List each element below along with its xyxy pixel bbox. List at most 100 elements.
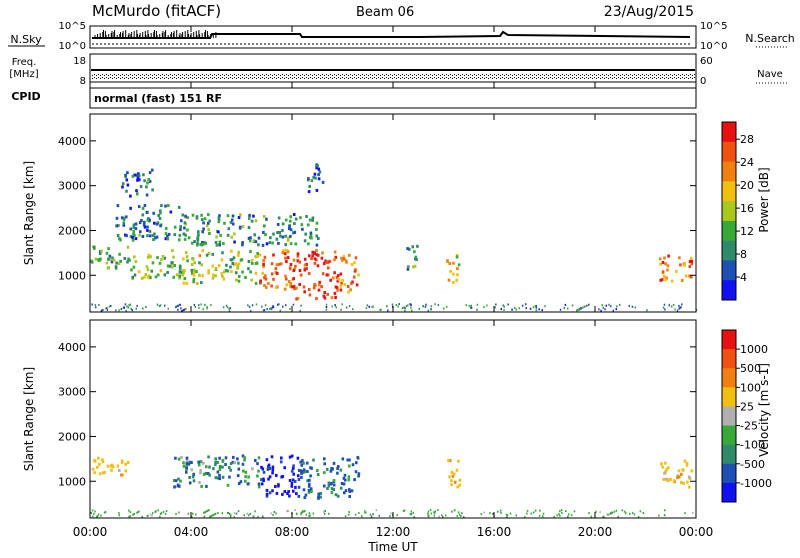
- x-tick-label: 00:00: [73, 525, 108, 539]
- echo-cell: [448, 262, 451, 265]
- echo-cell: [125, 309, 127, 312]
- echo-cell: [294, 264, 297, 268]
- echo-cell: [511, 308, 513, 311]
- echo-cell: [300, 513, 302, 516]
- echo-cell: [448, 475, 451, 479]
- echo-cell: [250, 219, 254, 223]
- echo-cell: [300, 304, 302, 307]
- echo-cell: [185, 461, 189, 465]
- echo-cell: [211, 264, 215, 268]
- echo-cell: [137, 173, 141, 177]
- colorbar-tick-label: 25: [740, 400, 754, 413]
- echo-cell: [185, 466, 188, 470]
- echo-cell: [316, 473, 320, 477]
- echo-cell: [140, 219, 143, 222]
- echo-cell: [143, 275, 146, 279]
- echo-cell: [288, 227, 291, 230]
- echo-cell: [633, 513, 636, 516]
- echo-cell: [201, 240, 204, 244]
- echo-cell: [348, 489, 351, 493]
- echo-cell: [316, 264, 320, 268]
- echo-cell: [489, 512, 491, 515]
- echo-cell: [110, 304, 112, 307]
- echo-cell: [272, 253, 275, 257]
- echo-cell: [311, 254, 314, 258]
- echo-cell: [249, 512, 251, 515]
- echo-cell: [660, 278, 664, 282]
- echo-cell: [677, 475, 681, 479]
- echo-cell: [295, 286, 298, 290]
- echo-cell: [305, 513, 308, 516]
- echo-cell: [309, 514, 311, 517]
- echo-cell: [270, 272, 274, 276]
- echo-cell: [198, 304, 200, 306]
- echo-cell: [201, 274, 204, 278]
- echo-cell: [296, 474, 300, 478]
- echo-cell: [129, 206, 132, 210]
- colorbar-segment: [722, 349, 736, 369]
- echo-cell: [154, 510, 157, 513]
- echo-cell: [160, 258, 163, 262]
- echo-cell: [198, 254, 202, 258]
- echo-cell: [146, 218, 150, 222]
- echo-cell: [132, 265, 136, 269]
- echo-cell: [343, 491, 346, 495]
- echo-cell: [397, 305, 399, 308]
- echo-cell: [115, 309, 117, 312]
- echo-cell: [139, 185, 143, 188]
- echo-cell: [339, 486, 343, 490]
- echo-cell: [363, 509, 366, 512]
- echo-cell: [342, 255, 345, 259]
- echo-cell: [102, 309, 104, 311]
- echo-cell: [263, 224, 266, 228]
- echo-cell: [250, 258, 254, 262]
- echo-cell: [264, 274, 267, 278]
- echo-cell: [332, 479, 336, 482]
- echo-cell: [325, 303, 328, 306]
- echo-cell: [208, 509, 210, 512]
- echo-cell: [143, 220, 146, 224]
- echo-cell: [316, 253, 320, 257]
- echo-cell: [270, 455, 274, 459]
- echo-cell: [194, 305, 197, 308]
- echo-cell: [231, 218, 234, 222]
- echo-cell: [281, 235, 285, 239]
- echo-cell: [160, 204, 163, 208]
- echo-cell: [672, 479, 676, 483]
- echo-cell: [312, 251, 316, 255]
- echo-cell: [231, 258, 234, 262]
- cpid-text: normal (fast) 151 RF: [94, 92, 222, 105]
- echo-cell: [312, 286, 316, 290]
- echo-cell: [311, 216, 315, 220]
- echo-cell: [661, 465, 664, 469]
- echo-cell: [664, 308, 666, 311]
- echo-cell: [344, 489, 348, 493]
- echo-cell: [288, 455, 292, 459]
- echo-cell: [97, 456, 100, 460]
- echo-cell: [329, 469, 333, 473]
- echo-cell: [208, 473, 211, 477]
- echo-cell: [246, 512, 248, 515]
- echo-cell: [218, 467, 222, 471]
- echo-cell: [131, 174, 135, 178]
- echo-cell: [218, 477, 221, 481]
- echo-cell: [184, 251, 188, 255]
- echo-cell: [292, 303, 295, 306]
- echo-cell: [403, 509, 406, 512]
- echo-cell: [201, 230, 204, 234]
- echo-cell: [299, 216, 302, 220]
- echo-cell: [680, 472, 683, 476]
- echo-cell: [303, 239, 307, 243]
- echo-cell: [437, 509, 439, 512]
- power-y-axis-label: Slant Range [km]: [22, 161, 36, 265]
- echo-cell: [214, 512, 217, 515]
- power-panel-frame: [89, 113, 697, 313]
- echo-cell: [524, 303, 527, 306]
- echo-cell: [210, 304, 212, 307]
- echo-cell: [277, 216, 281, 220]
- echo-cell: [193, 303, 196, 306]
- echo-cell: [260, 478, 263, 482]
- echo-cell: [329, 482, 333, 486]
- echo-cell: [289, 242, 293, 246]
- echo-cell: [514, 307, 516, 310]
